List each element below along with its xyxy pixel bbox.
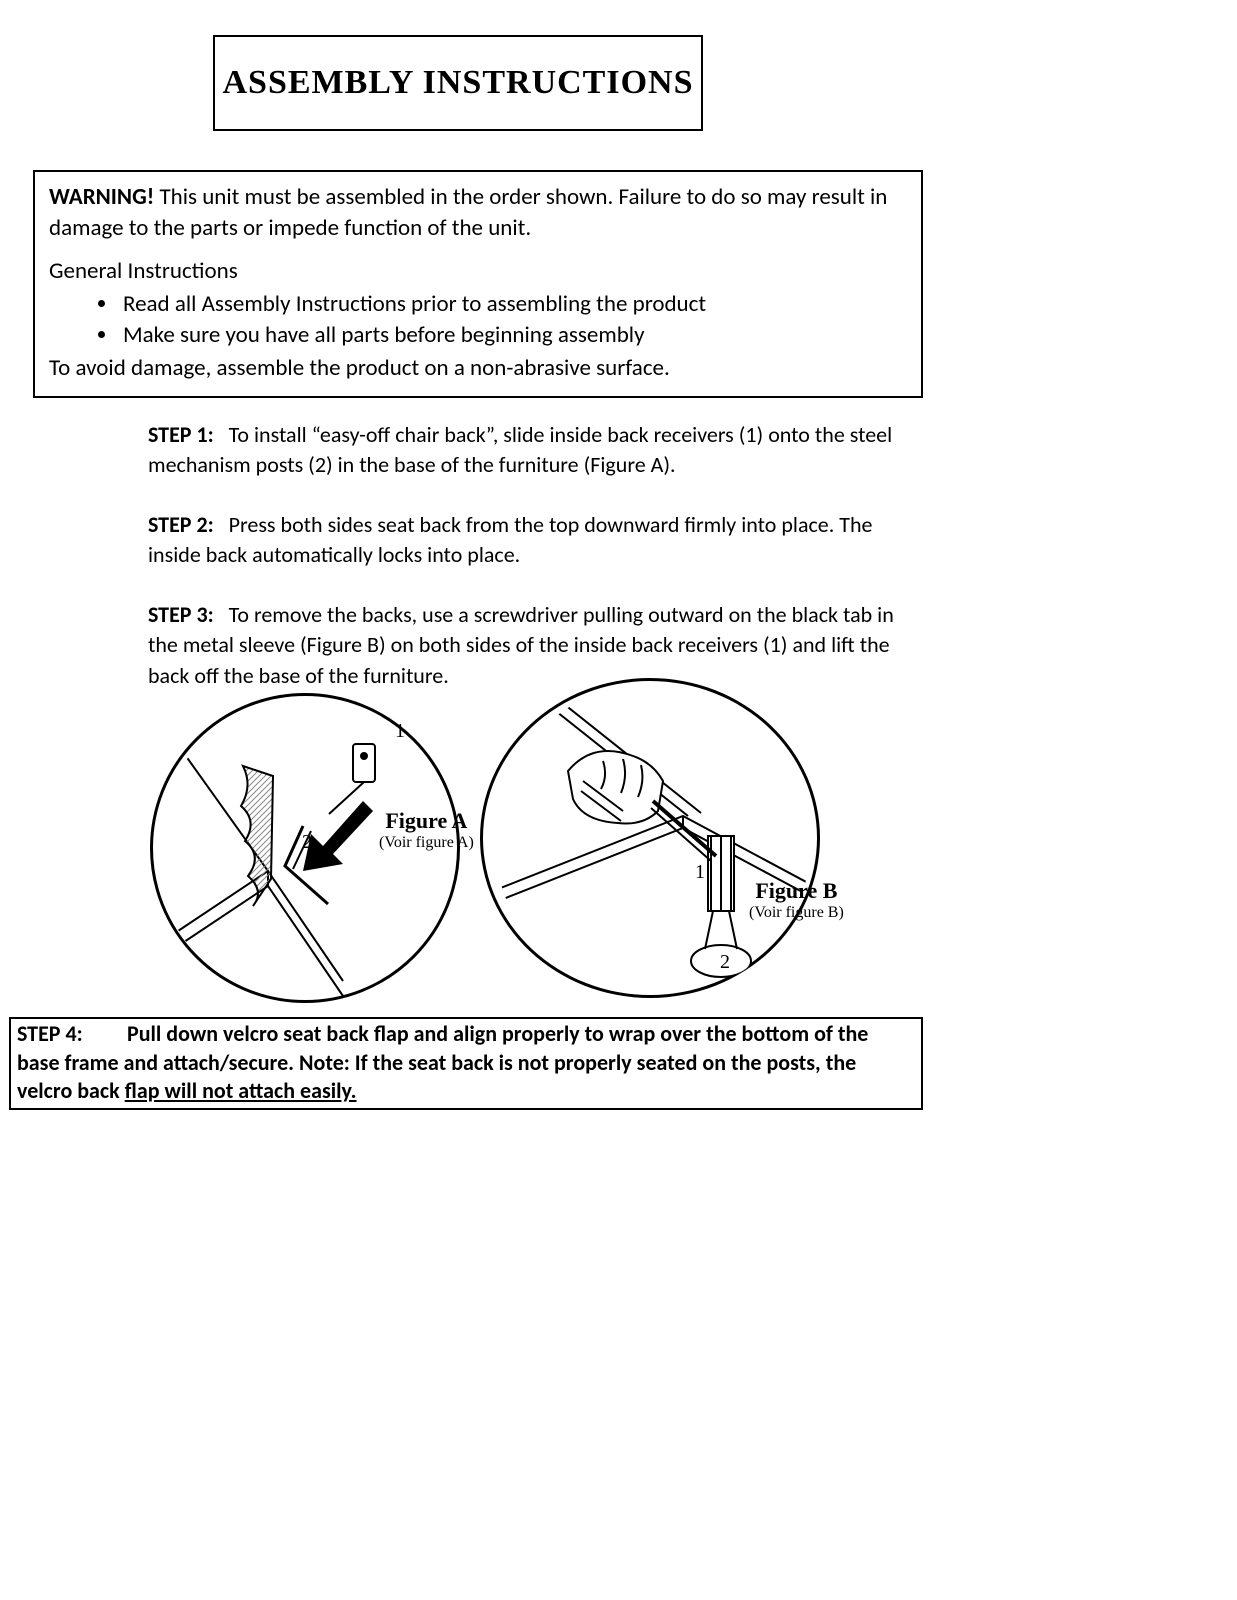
figure-b-caption: Figure B (Voir figure B) <box>749 878 844 922</box>
step-text: To remove the backs, use a screwdriver p… <box>148 601 894 689</box>
step-label: STEP 3: <box>148 601 214 628</box>
step-1: STEP 1: To install “easy-off chair back”… <box>148 420 898 481</box>
warning-text: This unit must be assembled in the order… <box>49 183 887 242</box>
step-label: STEP 4: <box>17 1020 127 1049</box>
figure-a-label-2: 2 <box>302 831 312 854</box>
figure-a-title: Figure A <box>379 808 474 834</box>
figure-b-title: Figure B <box>749 878 844 904</box>
step-text-underlined: flap will not attach easily. <box>125 1077 357 1104</box>
figure-b-label-2: 2 <box>720 951 730 974</box>
figure-a-caption: Figure A (Voir figure A) <box>379 808 474 852</box>
step-text: Press both sides seat back from the top … <box>148 511 873 568</box>
avoid-damage-text: To avoid damage, assemble the product on… <box>49 353 907 384</box>
step-text: To install “easy-off chair back”, slide … <box>148 421 892 478</box>
warning-label: WARNING! <box>49 183 154 211</box>
title-box: ASSEMBLY INSTRUCTIONS <box>213 35 703 131</box>
step-label: STEP 1: <box>148 421 214 448</box>
warning-paragraph: WARNING! This unit must be assembled in … <box>49 182 907 244</box>
figure-b-subtitle: (Voir figure B) <box>749 904 844 922</box>
figure-b-diagram <box>483 681 823 1001</box>
step-label: STEP 2: <box>148 511 214 538</box>
list-item: Read all Assembly Instructions prior to … <box>119 289 907 320</box>
figure-b-label-1: 1 <box>695 861 705 884</box>
general-bullets: Read all Assembly Instructions prior to … <box>119 289 907 351</box>
page-title: ASSEMBLY INSTRUCTIONS <box>222 64 693 102</box>
figure-a-label-1: 1 <box>395 720 405 743</box>
figure-b-circle <box>480 678 820 998</box>
warning-box: WARNING! This unit must be assembled in … <box>33 170 923 398</box>
figures-container: 1 2 Figure A (Voir figure A) <box>140 678 910 1008</box>
list-item: Make sure you have all parts before begi… <box>119 320 907 351</box>
step-4: STEP 4:Pull down velcro seat back flap a… <box>9 1017 923 1110</box>
general-heading: General Instructions <box>49 256 907 287</box>
step-2: STEP 2: Press both sides seat back from … <box>148 510 898 571</box>
figure-a-subtitle: (Voir figure A) <box>379 834 474 852</box>
